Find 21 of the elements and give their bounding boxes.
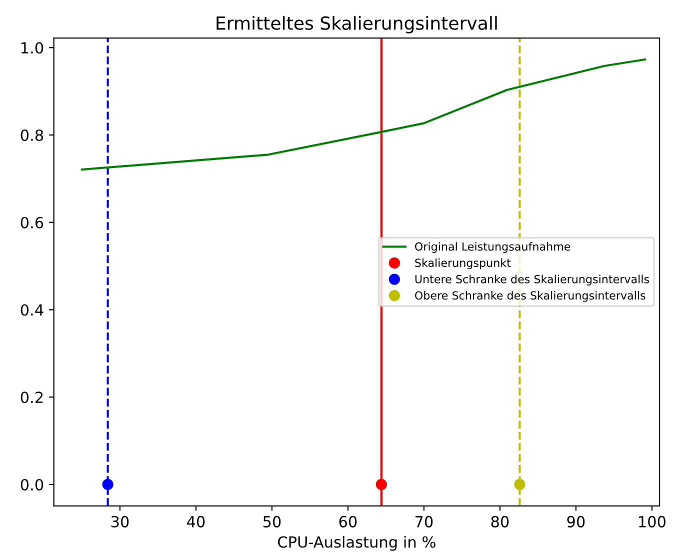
x-tick-label: 50 xyxy=(263,516,281,528)
x-tick-label: 60 xyxy=(339,516,357,528)
legend-label: Skalierungspunkt xyxy=(415,258,511,270)
y-tick-label: 0.4 xyxy=(20,304,44,316)
x-tick-label: 40 xyxy=(186,516,205,528)
x-tick-label: 80 xyxy=(491,516,509,528)
x-tick-label: 30 xyxy=(111,516,129,528)
y-tick-label: 0.8 xyxy=(20,129,44,142)
legend-label: Obere Schranke des Skalierungsintervalls xyxy=(415,291,646,302)
chart-title: Ermitteltes Skalierungsintervall xyxy=(216,16,497,34)
x-axis-title: CPU-Auslastung in % xyxy=(278,536,436,551)
y-tick-label: 1.0 xyxy=(22,42,44,54)
x-tick-label: 100 xyxy=(639,516,666,528)
line-series xyxy=(80,58,646,171)
legend-label: Untere Schranke des Skalierungsintervalls xyxy=(415,274,649,286)
x-tick-label: 70 xyxy=(415,516,433,528)
y-tick-label: 0.0 xyxy=(20,478,44,491)
y-tick-label: 0.2 xyxy=(20,392,43,404)
legend-label: Original Leistungsaufnahme xyxy=(415,242,570,253)
x-tick-label: 90 xyxy=(567,516,585,528)
y-tick-label: 0.6 xyxy=(20,216,44,228)
